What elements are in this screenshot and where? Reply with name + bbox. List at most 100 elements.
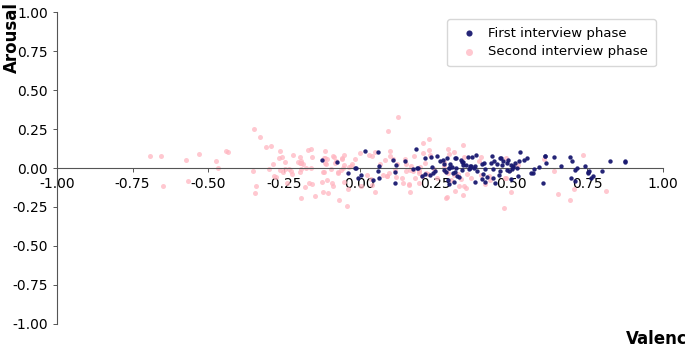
Second interview phase [382, 173, 393, 179]
Second interview phase [513, 162, 524, 168]
First interview phase [493, 172, 504, 178]
First interview phase [489, 180, 500, 185]
Second interview phase [356, 183, 366, 189]
Second interview phase [404, 189, 415, 194]
Second interview phase [403, 181, 414, 187]
Second interview phase [320, 155, 331, 161]
Second interview phase [285, 168, 296, 173]
Second interview phase [293, 159, 304, 165]
First interview phase [419, 155, 430, 161]
Second interview phase [279, 166, 290, 172]
Second interview phase [338, 179, 349, 185]
First interview phase [502, 168, 513, 173]
First interview phase [420, 172, 431, 177]
Second interview phase [421, 171, 432, 176]
Second interview phase [288, 152, 299, 158]
Second interview phase [220, 148, 231, 154]
Second interview phase [306, 154, 317, 160]
Second interview phase [251, 183, 262, 188]
First interview phase [451, 155, 462, 161]
Second interview phase [346, 163, 357, 169]
First interview phase [399, 158, 410, 164]
First interview phase [587, 173, 598, 178]
Second interview phase [578, 152, 589, 158]
Second interview phase [458, 193, 469, 198]
Second interview phase [387, 156, 398, 162]
Second interview phase [369, 189, 380, 195]
Second interview phase [460, 185, 471, 190]
Second interview phase [342, 187, 353, 192]
Second interview phase [397, 175, 408, 181]
Second interview phase [337, 165, 348, 171]
Second interview phase [417, 173, 428, 178]
Second interview phase [400, 161, 411, 167]
First interview phase [583, 171, 594, 176]
First interview phase [487, 175, 498, 181]
Second interview phase [155, 153, 166, 159]
Second interview phase [255, 134, 266, 140]
First interview phase [460, 162, 471, 168]
Second interview phase [267, 161, 278, 167]
First interview phase [374, 175, 385, 181]
Second interview phase [383, 128, 394, 134]
Second interview phase [440, 195, 451, 201]
First interview phase [463, 166, 474, 171]
Second interview phase [449, 149, 460, 155]
Second interview phase [484, 173, 495, 179]
Second interview phase [400, 169, 411, 174]
Second interview phase [306, 165, 316, 171]
Second interview phase [296, 166, 307, 172]
Second interview phase [295, 154, 306, 159]
First interview phase [537, 180, 548, 186]
First interview phase [443, 177, 453, 183]
First interview phase [482, 174, 493, 179]
Second interview phase [453, 171, 464, 176]
Second interview phase [281, 180, 292, 186]
First interview phase [360, 148, 371, 153]
First interview phase [476, 161, 487, 167]
First interview phase [439, 161, 450, 167]
Second interview phase [423, 172, 434, 177]
First interview phase [584, 168, 595, 174]
Second interview phase [446, 178, 457, 183]
Second interview phase [183, 178, 194, 184]
Second interview phase [459, 183, 470, 189]
Second interview phase [457, 142, 468, 148]
First interview phase [488, 166, 499, 172]
Second interview phase [249, 126, 260, 132]
First interview phase [390, 180, 401, 185]
First interview phase [495, 168, 506, 174]
First interview phase [471, 153, 482, 158]
First interview phase [564, 154, 575, 160]
Second interview phase [334, 197, 345, 202]
Second interview phase [327, 181, 338, 186]
Second interview phase [279, 159, 290, 165]
First interview phase [469, 166, 479, 171]
Second interview phase [336, 155, 347, 161]
First interview phase [539, 153, 550, 159]
Second interview phase [408, 169, 419, 174]
Second interview phase [249, 190, 260, 196]
First interview phase [349, 165, 360, 170]
First interview phase [469, 179, 480, 185]
Second interview phase [444, 151, 455, 157]
First interview phase [432, 154, 443, 159]
First interview phase [458, 162, 469, 168]
First interview phase [342, 170, 353, 176]
Second interview phase [364, 152, 375, 158]
Second interview phase [458, 155, 469, 160]
Second interview phase [499, 206, 510, 211]
First interview phase [373, 149, 384, 155]
First interview phase [505, 176, 516, 182]
Second interview phase [390, 167, 401, 173]
Second interview phase [193, 151, 204, 157]
Second interview phase [443, 171, 453, 176]
First interview phase [619, 159, 630, 165]
First interview phase [495, 155, 506, 161]
First interview phase [620, 158, 631, 164]
Second interview phase [366, 153, 377, 159]
Second interview phase [295, 160, 306, 166]
Y-axis label: Arousal: Arousal [3, 2, 21, 73]
Second interview phase [339, 162, 350, 168]
Second interview phase [295, 169, 306, 175]
